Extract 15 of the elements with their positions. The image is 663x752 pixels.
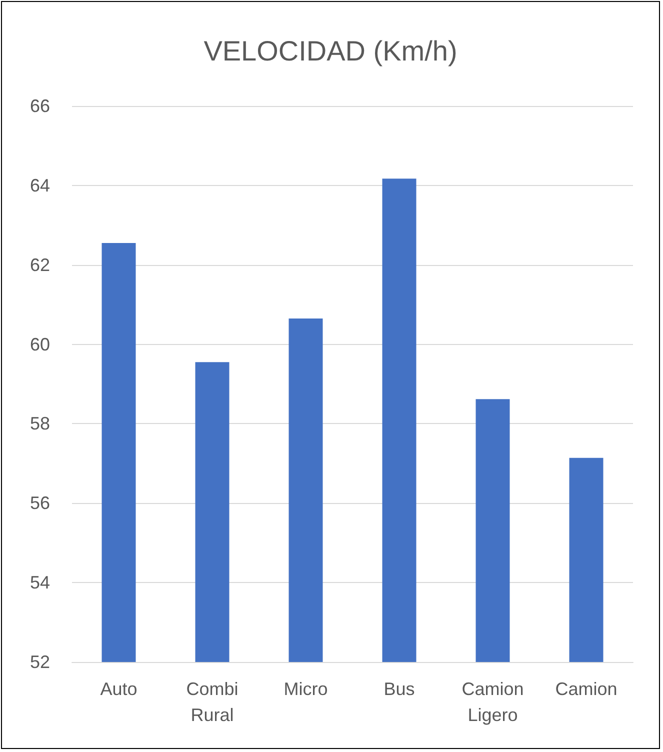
x-tick-label: Camion Ligero <box>462 679 524 725</box>
chart-title: VELOCIDAD (Km/h) <box>204 36 458 66</box>
x-tick-label: Combi Rural <box>186 679 238 725</box>
y-tick-label: 58 <box>30 414 50 434</box>
x-tick-label: Micro <box>284 679 328 699</box>
y-tick-label: 56 <box>30 493 50 514</box>
y-tick-label: 60 <box>30 334 50 354</box>
y-tick-label: 64 <box>30 175 50 196</box>
x-tick-label: Bus <box>384 679 415 699</box>
x-tick-label: Auto <box>100 679 138 699</box>
y-tick-label: 54 <box>30 572 50 593</box>
y-tick-label: 62 <box>30 254 50 275</box>
y-tick-label: 66 <box>30 96 50 116</box>
y-tick-label: 52 <box>30 652 50 672</box>
x-tick-label: Camion <box>555 679 618 699</box>
